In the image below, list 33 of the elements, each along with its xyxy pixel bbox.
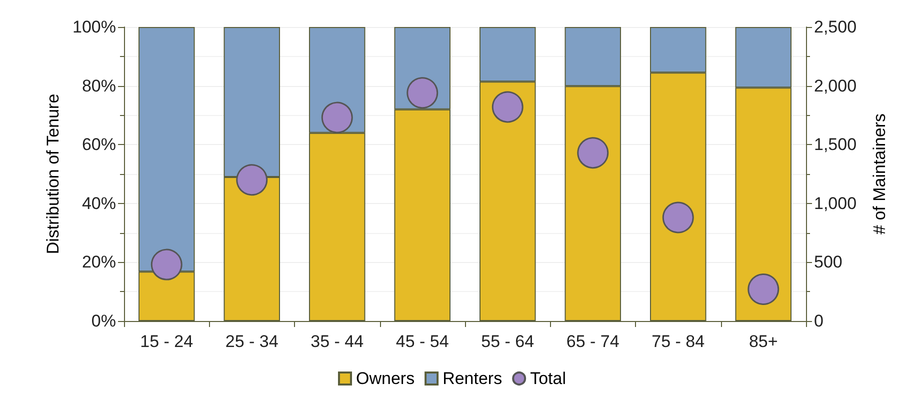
point bbox=[577, 137, 609, 169]
y-axis-title: Distribution of Tenure bbox=[44, 94, 63, 254]
point bbox=[150, 248, 182, 280]
y2-tick-label: 0 bbox=[814, 312, 824, 330]
y-tick-label: 100% bbox=[72, 18, 116, 36]
y2-tick-label: 1,500 bbox=[814, 135, 857, 154]
point bbox=[748, 274, 780, 305]
y2-tick-label: 500 bbox=[814, 252, 842, 272]
x-tick-label: 35 - 44 bbox=[310, 332, 364, 351]
legend-label: Owners bbox=[356, 369, 415, 388]
x-tick-label: 65 - 74 bbox=[566, 332, 620, 351]
y-tick-label: 40% bbox=[82, 194, 116, 213]
x-tick-label: 55 - 64 bbox=[481, 332, 534, 351]
x-tick-label: 25 - 34 bbox=[225, 332, 278, 351]
y-tick-label: 20% bbox=[82, 252, 116, 272]
point bbox=[662, 202, 694, 234]
y-tick-label: 60% bbox=[82, 135, 116, 154]
y2-tick-label: 2,500 bbox=[814, 18, 857, 36]
point bbox=[321, 102, 353, 134]
y2-tick-label: 2,000 bbox=[814, 76, 857, 96]
y2-tick-label: 1,000 bbox=[814, 194, 857, 213]
point bbox=[492, 91, 524, 123]
point bbox=[406, 77, 438, 109]
x-tick-label: 85+ bbox=[748, 332, 778, 351]
point bbox=[236, 164, 268, 196]
x-tick-label: 15 - 24 bbox=[140, 332, 194, 351]
x-tick-label: 45 - 54 bbox=[396, 332, 449, 351]
y-tick-label: 80% bbox=[82, 76, 116, 96]
y2-axis-title: # of Maintainers bbox=[870, 114, 889, 234]
x-tick-label: 75 - 84 bbox=[652, 332, 705, 351]
y-tick-label: 0% bbox=[91, 312, 116, 330]
legend-label: Renters bbox=[442, 369, 502, 388]
legend-label: Total bbox=[530, 369, 566, 388]
